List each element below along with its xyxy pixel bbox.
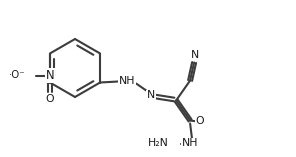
Text: N: N [46,69,54,82]
Text: ·O⁻: ·O⁻ [9,70,26,81]
Text: N: N [147,90,155,100]
Text: O: O [196,116,205,127]
Text: N: N [191,49,199,60]
Text: H₂N: H₂N [148,138,169,149]
Text: NH: NH [119,76,135,87]
Text: NH: NH [182,138,198,149]
Text: O: O [46,94,54,103]
